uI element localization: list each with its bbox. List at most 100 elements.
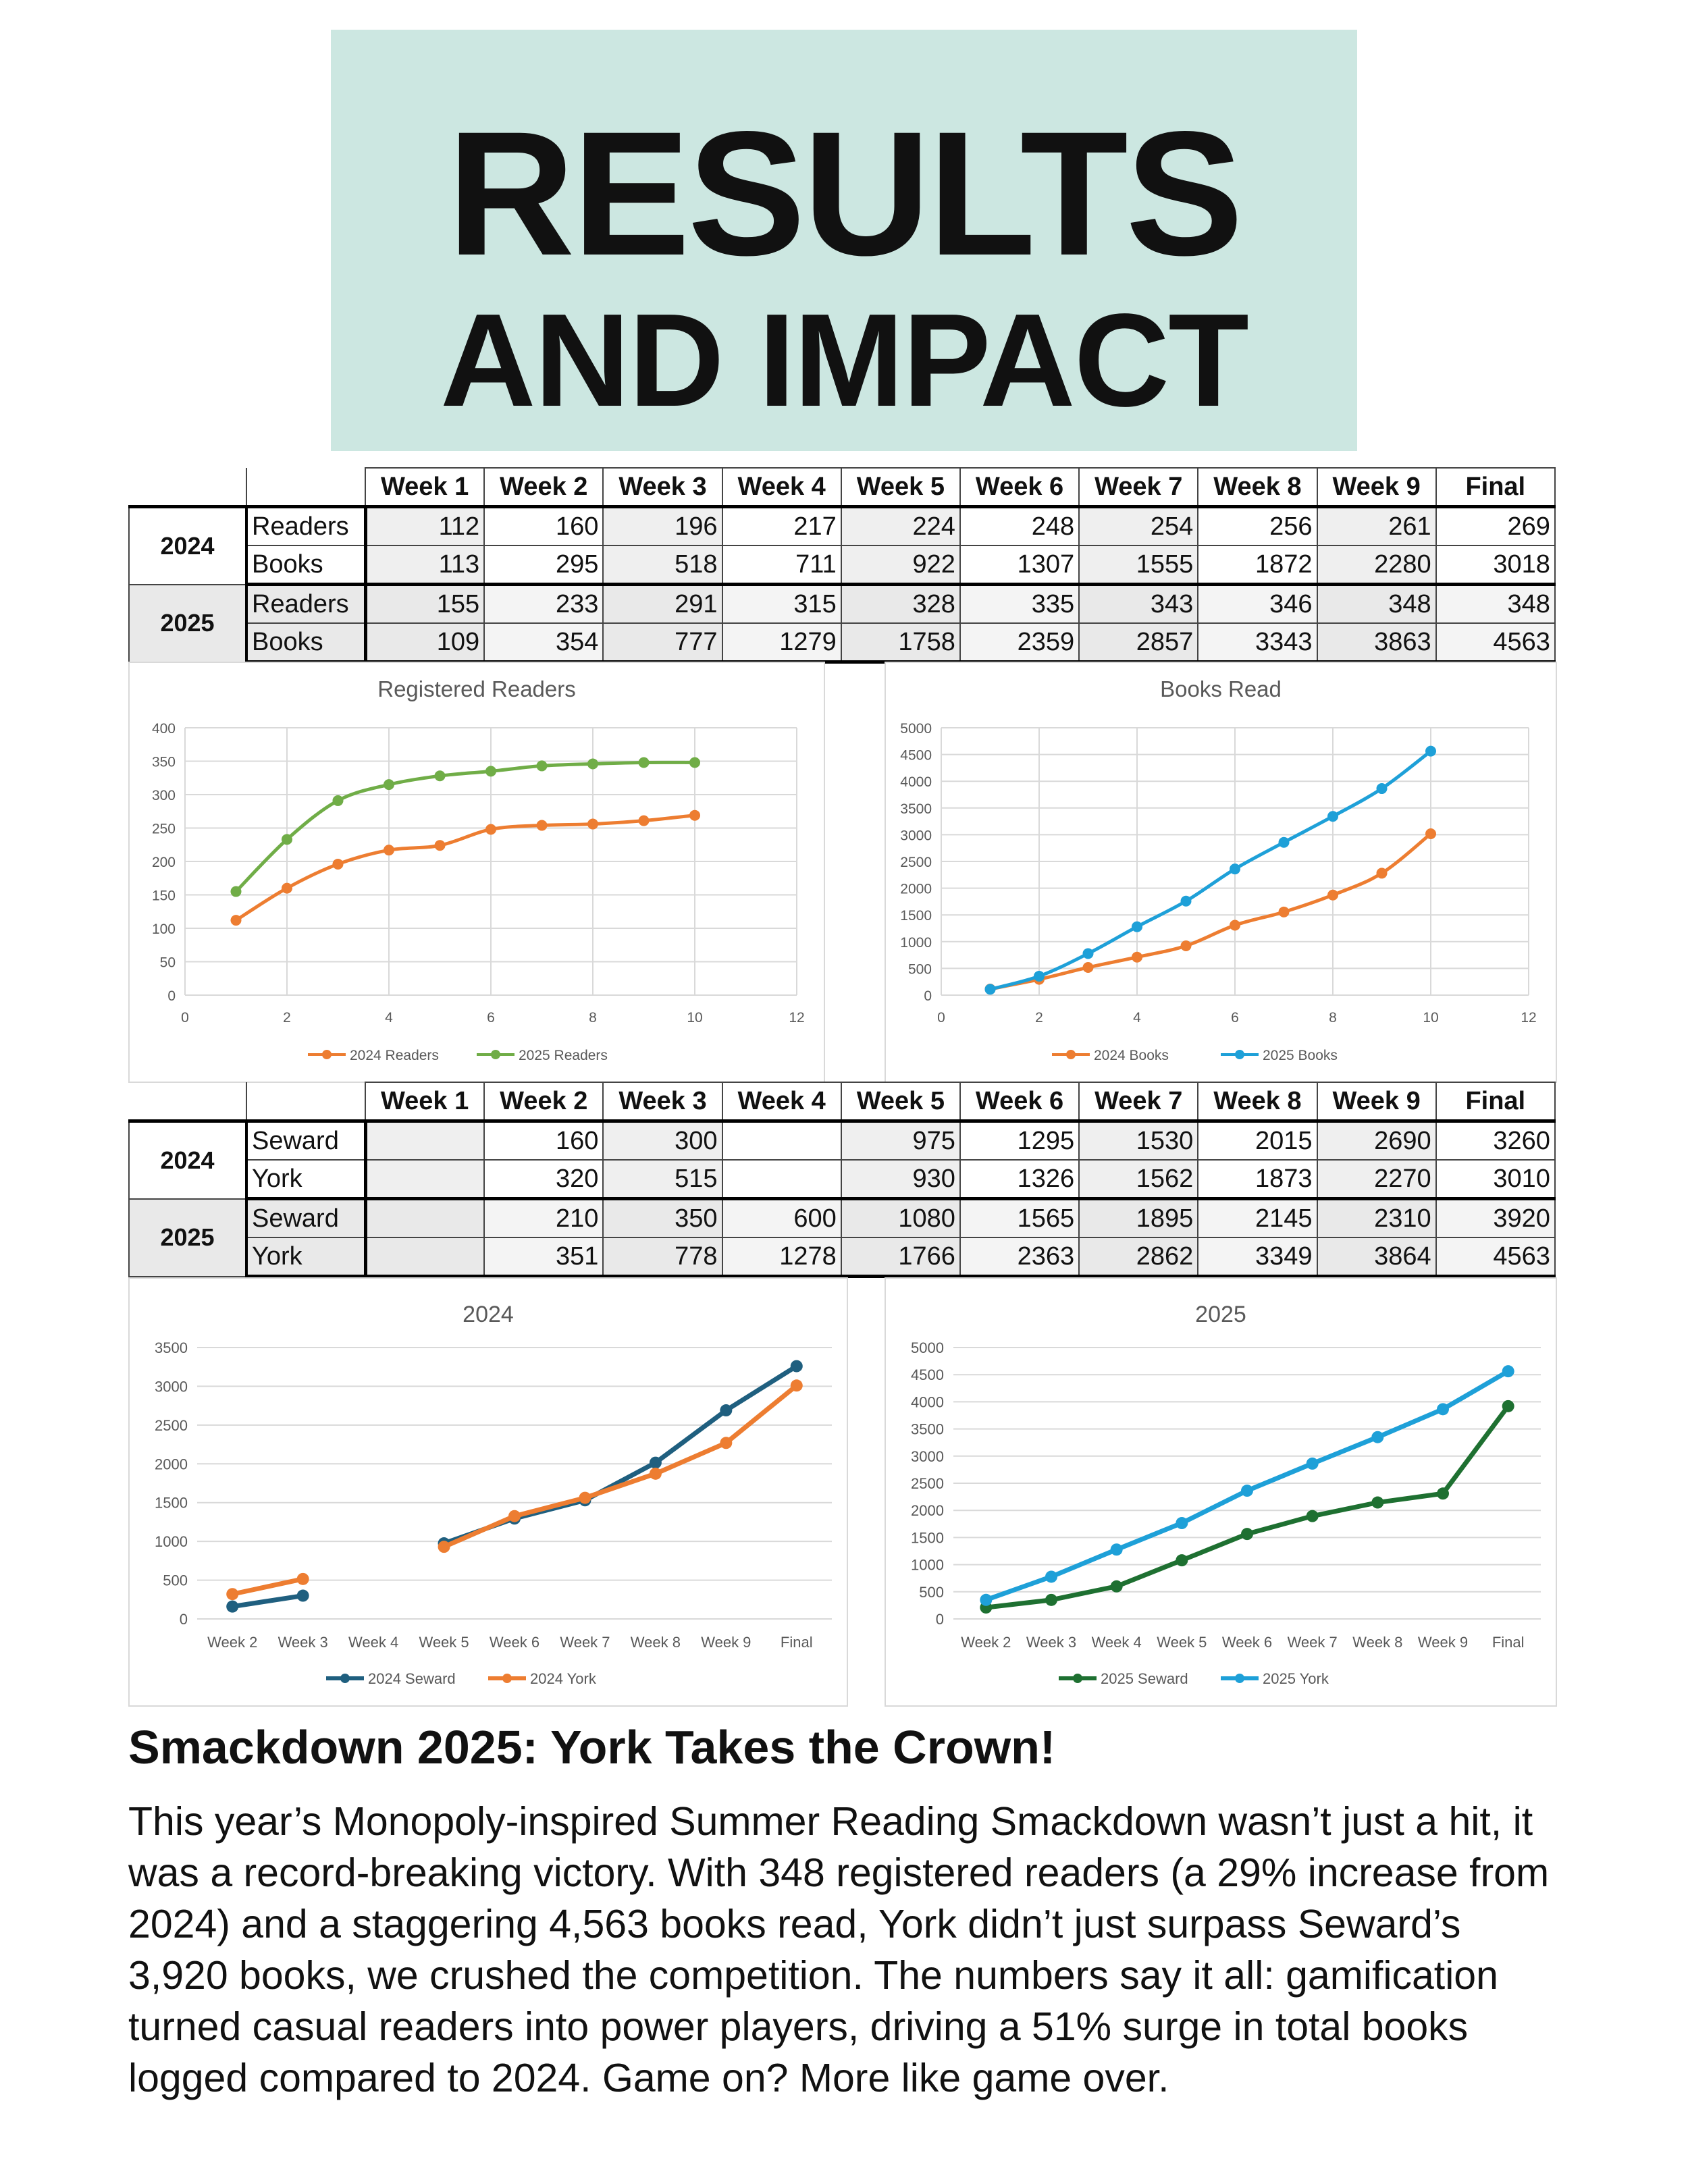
data-point bbox=[282, 882, 292, 894]
data-point bbox=[1327, 811, 1338, 822]
series-2024-readers bbox=[230, 809, 700, 926]
x-category-label: Week 9 bbox=[1418, 1634, 1468, 1651]
series-line bbox=[443, 1364, 798, 1546]
table-cell: 1080 bbox=[840, 1198, 961, 1238]
row-label: Books bbox=[246, 545, 367, 586]
legend-marker bbox=[502, 1674, 512, 1683]
table-cell: 315 bbox=[721, 583, 842, 624]
books-read-chart: Books Read 0 500 1000 1500 2000 2500 3000 3500 40… bbox=[885, 662, 1557, 1083]
table-cell: 320 bbox=[483, 1159, 604, 1200]
table-cell: 3863 bbox=[1316, 622, 1437, 664]
series-line bbox=[989, 749, 1432, 991]
page-title: RESULTS bbox=[447, 95, 1243, 292]
row-label: York bbox=[246, 1237, 367, 1278]
page-subtitle: AND IMPACT bbox=[440, 286, 1249, 434]
table-cell: 343 bbox=[1078, 583, 1199, 624]
registered-readers-chart: Registered Readers 0 50 100 150 200 250 300 350 4… bbox=[128, 662, 825, 1083]
legend-label: 2025 York bbox=[1263, 1670, 1329, 1687]
table-cell: 2359 bbox=[959, 622, 1080, 664]
data-point bbox=[1082, 948, 1094, 959]
table-cell bbox=[364, 1120, 485, 1161]
table-cell: 1895 bbox=[1078, 1198, 1199, 1238]
data-point bbox=[282, 834, 292, 845]
y-tick-label: 0 bbox=[936, 1611, 944, 1628]
table-cell: 2015 bbox=[1197, 1120, 1318, 1161]
legend-item: 2025 Readers bbox=[477, 1048, 608, 1063]
x-category-label: Week 9 bbox=[701, 1634, 751, 1651]
y-tick-label: 3500 bbox=[900, 801, 932, 817]
row-label: Readers bbox=[246, 506, 367, 546]
table-cell: 2310 bbox=[1316, 1198, 1437, 1238]
data-point bbox=[296, 1589, 309, 1602]
table-cell: 1295 bbox=[959, 1120, 1080, 1161]
x-tick-label: 0 bbox=[937, 1010, 945, 1026]
x-category-label: Week 4 bbox=[348, 1634, 398, 1651]
table-cell: 2690 bbox=[1316, 1120, 1437, 1161]
table-cell: 3920 bbox=[1435, 1198, 1556, 1238]
legend-label: 2024 York bbox=[530, 1670, 597, 1687]
data-point bbox=[1502, 1365, 1514, 1378]
y-tick-label: 1500 bbox=[155, 1495, 188, 1512]
y-tick-label: 1000 bbox=[900, 935, 932, 951]
x-category-label: Week 6 bbox=[490, 1634, 539, 1651]
legend-label: 2024 Seward bbox=[368, 1670, 456, 1687]
x-tick-label: 8 bbox=[1329, 1010, 1337, 1026]
data-point bbox=[384, 779, 394, 791]
y-tick-label: 2000 bbox=[911, 1502, 944, 1519]
column-header: Week 3 bbox=[602, 467, 723, 508]
data-point bbox=[1180, 895, 1192, 907]
table-cell: 233 bbox=[483, 583, 604, 624]
table-cell: 1530 bbox=[1078, 1120, 1199, 1161]
y-tick-label: 500 bbox=[919, 1584, 944, 1601]
data-point bbox=[1437, 1403, 1449, 1416]
data-point bbox=[230, 915, 242, 926]
x-tick-label: 4 bbox=[385, 1010, 393, 1026]
table-cell: 922 bbox=[840, 545, 961, 586]
data-point bbox=[689, 757, 700, 768]
column-header: Week 8 bbox=[1197, 1082, 1318, 1123]
y-tick-label: 0 bbox=[924, 988, 932, 1004]
x-category-label: Final bbox=[781, 1634, 813, 1651]
y-tick-label: 300 bbox=[152, 788, 176, 803]
registered-readers-chart-svg: Registered Readers0501001502002503003504… bbox=[152, 676, 805, 1063]
data-point bbox=[1082, 961, 1094, 973]
series-2025-readers bbox=[230, 757, 700, 897]
x-tick-label: 10 bbox=[687, 1010, 702, 1026]
y-tick-label: 500 bbox=[163, 1572, 188, 1589]
y-tick-label: 5000 bbox=[900, 721, 932, 737]
table-cell: 1278 bbox=[721, 1237, 842, 1278]
branches-2024-chart-svg: 2024 0 500 1000 1500 2000 2500 3000 3500 Week 2 We… bbox=[155, 1302, 832, 1687]
y-tick-label: 150 bbox=[152, 888, 176, 904]
x-tick-label: 2 bbox=[1035, 1010, 1043, 1026]
data-point bbox=[1437, 1487, 1449, 1500]
table-cell bbox=[364, 1198, 485, 1238]
table-cell: 300 bbox=[602, 1120, 723, 1161]
chart-title: Registered Readers bbox=[377, 676, 576, 701]
y-tick-label: 4500 bbox=[911, 1366, 944, 1383]
data-point bbox=[638, 815, 650, 826]
table-row: 2024 Readers 112 160 196 217 224 248 254 256 261 26… bbox=[128, 506, 1556, 585]
legend-item: 2024 Books bbox=[1052, 1048, 1169, 1063]
legend-item: 2024 Seward bbox=[326, 1670, 456, 1687]
y-tick-label: 1500 bbox=[911, 1529, 944, 1546]
column-header: Week 3 bbox=[602, 1082, 723, 1123]
header-blank bbox=[246, 468, 366, 508]
data-point bbox=[1371, 1431, 1384, 1443]
y-tick-label: 2000 bbox=[900, 882, 932, 897]
legend-marker bbox=[1235, 1674, 1244, 1683]
table-cell: 155 bbox=[364, 583, 485, 624]
year-cell: 2024 bbox=[128, 506, 248, 585]
x-category-label: Week 3 bbox=[1026, 1634, 1076, 1651]
data-point bbox=[1376, 868, 1388, 879]
table-cell: 3018 bbox=[1435, 545, 1556, 586]
table-cell: 335 bbox=[959, 583, 1080, 624]
data-point bbox=[649, 1467, 662, 1480]
series-line bbox=[232, 1593, 304, 1609]
data-point bbox=[1132, 921, 1142, 932]
data-point bbox=[720, 1437, 733, 1449]
year-cell: 2025 bbox=[128, 583, 248, 663]
data-point bbox=[332, 858, 344, 870]
y-tick-label: 2000 bbox=[155, 1456, 188, 1472]
data-point bbox=[1306, 1457, 1319, 1470]
data-point bbox=[1241, 1528, 1253, 1541]
